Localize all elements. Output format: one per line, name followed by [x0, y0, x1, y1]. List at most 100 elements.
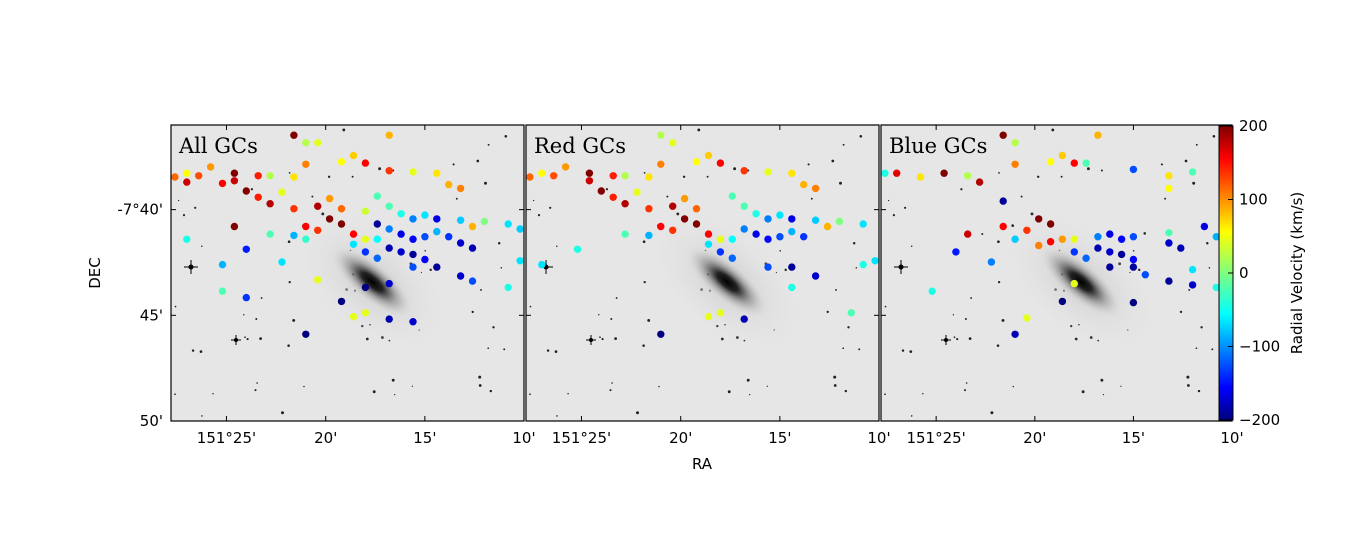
gc-point: [1188, 168, 1197, 176]
gc-point: [1058, 235, 1067, 243]
gc-point: [218, 179, 227, 188]
panel-blue-gcs: Blue GCs 151°25' 20' 15' 10': [880, 124, 1267, 447]
background-star: [1206, 242, 1209, 245]
gc-point: [669, 139, 677, 147]
background-star: [503, 348, 506, 351]
gc-point: [1070, 248, 1079, 256]
gc-point: [716, 235, 725, 243]
background-star: [243, 314, 245, 316]
background-star: [303, 385, 305, 388]
gc-point: [752, 230, 760, 238]
gc-point: [385, 315, 393, 323]
gc-point: [445, 180, 453, 189]
background-star: [1037, 175, 1040, 178]
background-star: [598, 314, 600, 316]
background-star: [909, 350, 913, 353]
background-star: [833, 375, 837, 379]
gc-point: [1260, 243, 1267, 250]
background-star: [605, 188, 609, 191]
background-star: [287, 344, 290, 347]
gc-point: [1117, 235, 1126, 243]
background-star: [842, 143, 845, 146]
background-star: [1051, 128, 1055, 132]
gc-point: [645, 205, 653, 213]
background-star: [478, 375, 482, 379]
background-star: [1120, 385, 1122, 387]
gc-point: [538, 169, 546, 177]
galaxy: [1039, 245, 1123, 319]
background-star: [706, 175, 709, 178]
background-star: [497, 242, 501, 245]
gc-point: [28, 172, 35, 179]
background-star: [554, 350, 558, 353]
background-star: [1081, 390, 1085, 394]
background-star: [835, 288, 837, 291]
x-tick-label: 151°25': [552, 429, 611, 447]
background-star: [658, 385, 660, 388]
background-star: [611, 382, 613, 384]
background-star: [826, 310, 829, 314]
gc-point: [999, 222, 1007, 231]
gc-point: [433, 215, 441, 223]
gc-point: [788, 169, 796, 177]
background-star: [556, 245, 558, 247]
gc-point: [516, 225, 524, 233]
colorbar-tick-label: 0: [1239, 264, 1249, 282]
gc-point: [302, 330, 310, 338]
background-star: [601, 338, 604, 341]
gc-point: [278, 188, 286, 196]
background-star: [478, 384, 482, 387]
gc-point: [692, 158, 701, 166]
gc-point: [669, 202, 677, 210]
gc-point: [88, 184, 95, 191]
gc-point: [788, 227, 796, 236]
background-star: [963, 389, 967, 392]
gc-point: [266, 200, 274, 208]
background-star: [1086, 167, 1090, 171]
background-star: [997, 240, 1000, 244]
gc-point: [373, 220, 381, 228]
gc-point: [999, 197, 1007, 205]
gc-point: [314, 276, 322, 284]
gc-point: [1070, 279, 1079, 288]
background-star: [255, 318, 258, 320]
background-star: [892, 214, 895, 217]
background-star: [199, 350, 203, 353]
background-star: [1192, 181, 1196, 185]
gc-point: [1094, 233, 1102, 241]
gc-point: [409, 263, 417, 271]
gc-point: [230, 177, 239, 185]
gc-point: [776, 233, 784, 241]
gc-point: [1094, 244, 1102, 252]
gc-point: [811, 216, 820, 224]
gc-point: [728, 235, 736, 243]
gc-point: [1165, 239, 1173, 247]
galaxy: [685, 245, 769, 319]
panel-all-gcs: All GCs 151°25' 20' 15' 10' -7°40' 45' 50': [28, 124, 536, 447]
background-star: [990, 411, 994, 415]
gc-point: [302, 222, 310, 231]
gc-point: [1212, 283, 1221, 292]
gc-point: [302, 160, 310, 168]
gc-point: [1046, 238, 1055, 246]
gc-point: [302, 235, 310, 243]
background-star: [487, 347, 490, 350]
gc-point: [1129, 233, 1138, 241]
background-star: [455, 197, 458, 200]
gc-point: [1129, 298, 1138, 307]
panel-frame: [525, 124, 880, 422]
gc-point: [975, 178, 984, 186]
gc-point: [928, 287, 936, 295]
gc-point: [468, 244, 477, 252]
background-star: [182, 214, 186, 217]
x-axis-title: RA: [692, 455, 713, 473]
colorbar-tick-label: −200: [1239, 411, 1280, 429]
gc-point: [456, 272, 465, 280]
x-tick-label: 151°25': [197, 429, 256, 447]
gc-point: [409, 318, 417, 326]
gc-point: [409, 235, 417, 243]
gc-point: [242, 187, 250, 195]
background-star: [1212, 135, 1216, 138]
gc-point: [373, 254, 381, 262]
gc-point: [124, 176, 131, 183]
